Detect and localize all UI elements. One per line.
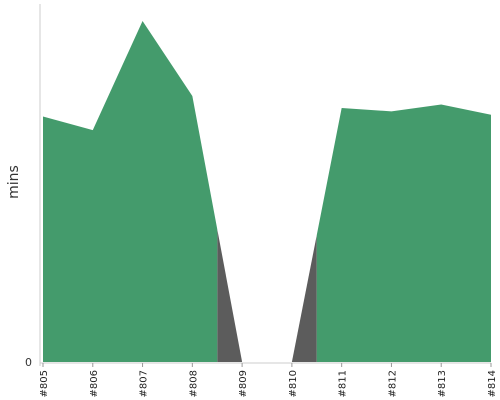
y-tick-label: 0 <box>25 356 32 369</box>
x-tick-label: #807 <box>139 370 150 397</box>
area-segment-2 <box>316 104 491 363</box>
gap-wedge-810 <box>291 234 317 362</box>
x-tick-label: #812 <box>387 370 398 397</box>
x-axis-ticks: #805 #806 #807 #808 #809 #810 #811 #812 #813 #814 <box>39 363 498 397</box>
x-tick-label: #813 <box>437 370 448 397</box>
gap-wedge-809 <box>217 229 243 362</box>
x-tick-label: #806 <box>89 370 100 397</box>
x-tick-label: #810 <box>288 370 299 397</box>
area-segment-1 <box>43 21 218 362</box>
y-axis-label: mins <box>6 165 22 199</box>
x-tick-label: #811 <box>338 370 349 397</box>
x-tick-label: #808 <box>188 370 199 397</box>
plot-area <box>43 21 491 363</box>
y-axis-ticks: 0 <box>25 356 32 369</box>
x-tick-label: #809 <box>238 370 249 397</box>
x-tick-label: #814 <box>487 370 498 397</box>
x-tick-label: #805 <box>39 370 50 397</box>
